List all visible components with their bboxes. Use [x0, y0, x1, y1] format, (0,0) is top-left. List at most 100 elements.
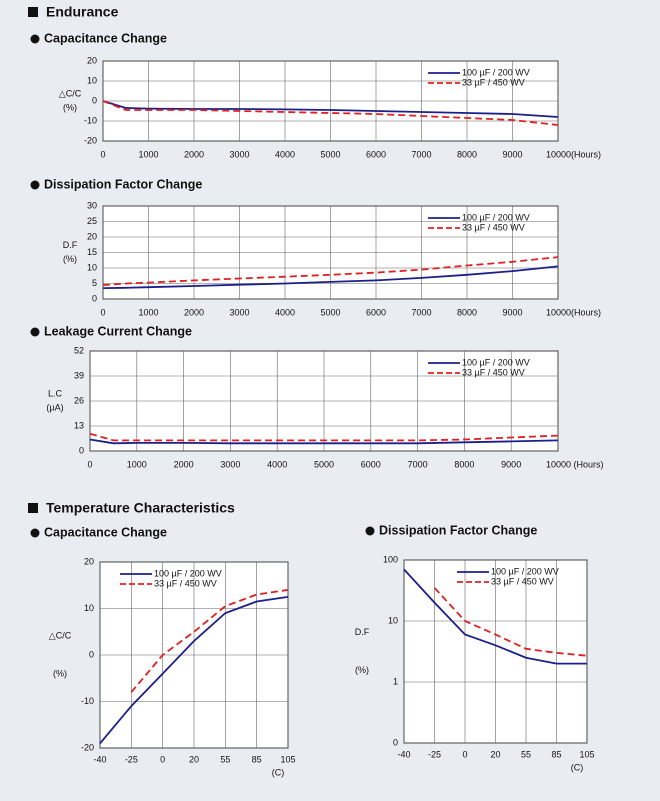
x-tick-label: 4000 — [275, 307, 295, 317]
series-line — [89, 432, 559, 442]
y-tick-label: 39 — [74, 370, 84, 380]
y-axis-unit: (%) — [53, 668, 67, 678]
y-axis-unit: (%) — [63, 254, 77, 264]
x-tick-label: -40 — [93, 754, 106, 764]
x-tick-label: 85 — [252, 754, 262, 764]
x-tick-label: 6000 — [361, 459, 381, 469]
legend-label: 33 µF / 450 WV — [462, 222, 525, 232]
series-line — [433, 587, 588, 657]
title-bullet — [30, 34, 40, 44]
title-bullet — [30, 528, 40, 538]
x-tick-label: -25 — [428, 749, 441, 759]
series-line — [89, 438, 559, 445]
y-axis-label: △C/C — [59, 88, 82, 98]
x-tick-label: 4000 — [275, 149, 295, 159]
x-tick-label: 5000 — [320, 149, 340, 159]
x-tick-label: 6000 — [366, 149, 386, 159]
x-tick-label: 2000 — [184, 149, 204, 159]
chart-title: Capacitance Change — [44, 31, 167, 45]
x-tick-label: 1000 — [127, 459, 147, 469]
legend-label: 100 µF / 200 WV — [462, 357, 530, 367]
series-line — [130, 589, 289, 693]
y-axis-label: L.C — [48, 388, 63, 398]
section-marker — [28, 503, 38, 513]
legend-label: 100 µF / 200 WV — [462, 212, 530, 222]
x-tick-label: -25 — [125, 754, 138, 764]
legend-label: 33 µF / 450 WV — [491, 576, 554, 586]
x-tick-label: 0 — [100, 307, 105, 317]
x-tick-label: 10000 (Hours) — [546, 459, 604, 469]
y-tick-label: -10 — [84, 115, 97, 125]
y-tick-label: 1 — [393, 676, 398, 686]
y-tick-label: 15 — [87, 247, 97, 257]
x-tick-label: 55 — [220, 754, 230, 764]
section-title: Endurance — [46, 4, 119, 20]
x-axis-label: (C) — [272, 767, 285, 777]
y-tick-label: 10 — [87, 75, 97, 85]
y-tick-label: 0 — [89, 649, 94, 659]
y-tick-label: 10 — [84, 603, 94, 613]
legend-label: 33 µF / 450 WV — [462, 367, 525, 377]
y-axis-unit: (%) — [355, 665, 369, 675]
legend-label: 100 µF / 200 WV — [154, 568, 222, 578]
x-tick-label: 5000 — [314, 459, 334, 469]
y-tick-label: -10 — [81, 696, 94, 706]
series-line — [102, 256, 559, 286]
x-axis-label: (C) — [571, 762, 584, 772]
x-tick-label: 2000 — [184, 307, 204, 317]
section-title: Temperature Characteristics — [46, 500, 235, 516]
title-bullet — [365, 526, 375, 536]
x-tick-label: 9000 — [502, 149, 522, 159]
x-tick-label: 10000(Hours) — [546, 307, 601, 317]
series-line — [99, 596, 289, 744]
y-tick-label: 10 — [388, 615, 398, 625]
x-tick-label: 7000 — [411, 149, 431, 159]
x-tick-label: 7000 — [408, 459, 428, 469]
x-tick-label: 2000 — [174, 459, 194, 469]
chart-title: Leakage Current Change — [44, 324, 192, 338]
x-tick-label: 8000 — [457, 149, 477, 159]
y-tick-label: 20 — [87, 231, 97, 241]
x-tick-label: 0 — [160, 754, 165, 764]
x-tick-label: 0 — [462, 749, 467, 759]
chart-title: Dissipation Factor Change — [44, 177, 202, 191]
title-bullet — [30, 180, 40, 190]
y-tick-label: 0 — [79, 445, 84, 455]
x-tick-label: 105 — [280, 754, 295, 764]
y-tick-label: 20 — [84, 556, 94, 566]
title-bullet — [30, 327, 40, 337]
x-tick-label: 1000 — [138, 149, 158, 159]
x-tick-label: 8000 — [454, 459, 474, 469]
y-tick-label: 26 — [74, 395, 84, 405]
x-tick-label: 3000 — [229, 149, 249, 159]
y-tick-label: -20 — [84, 135, 97, 145]
y-axis-label: △C/C — [49, 630, 72, 640]
y-axis-label: D.F — [355, 627, 370, 637]
y-tick-label: 52 — [74, 345, 84, 355]
legend-label: 33 µF / 450 WV — [154, 578, 217, 588]
x-tick-label: 0 — [100, 149, 105, 159]
x-tick-label: 105 — [579, 749, 594, 759]
x-tick-label: 20 — [490, 749, 500, 759]
x-tick-label: 10000(Hours) — [546, 149, 601, 159]
x-tick-label: 0 — [87, 459, 92, 469]
y-tick-label: 30 — [87, 200, 97, 210]
chart-title: Capacitance Change — [44, 525, 167, 539]
chart-title: Dissipation Factor Change — [379, 523, 537, 537]
x-tick-label: 1000 — [138, 307, 158, 317]
x-tick-label: 3000 — [229, 307, 249, 317]
x-tick-label: 85 — [551, 749, 561, 759]
section-marker — [28, 7, 38, 17]
legend-label: 100 µF / 200 WV — [491, 566, 559, 576]
x-tick-label: 9000 — [502, 307, 522, 317]
legend-label: 33 µF / 450 WV — [462, 77, 525, 87]
x-tick-label: 55 — [521, 749, 531, 759]
y-tick-label: 100 — [383, 554, 398, 564]
x-tick-label: 20 — [189, 754, 199, 764]
legend-label: 100 µF / 200 WV — [462, 67, 530, 77]
x-tick-label: -40 — [397, 749, 410, 759]
x-tick-label: 3000 — [220, 459, 240, 469]
series-line — [102, 100, 559, 118]
y-tick-label: 10 — [87, 262, 97, 272]
